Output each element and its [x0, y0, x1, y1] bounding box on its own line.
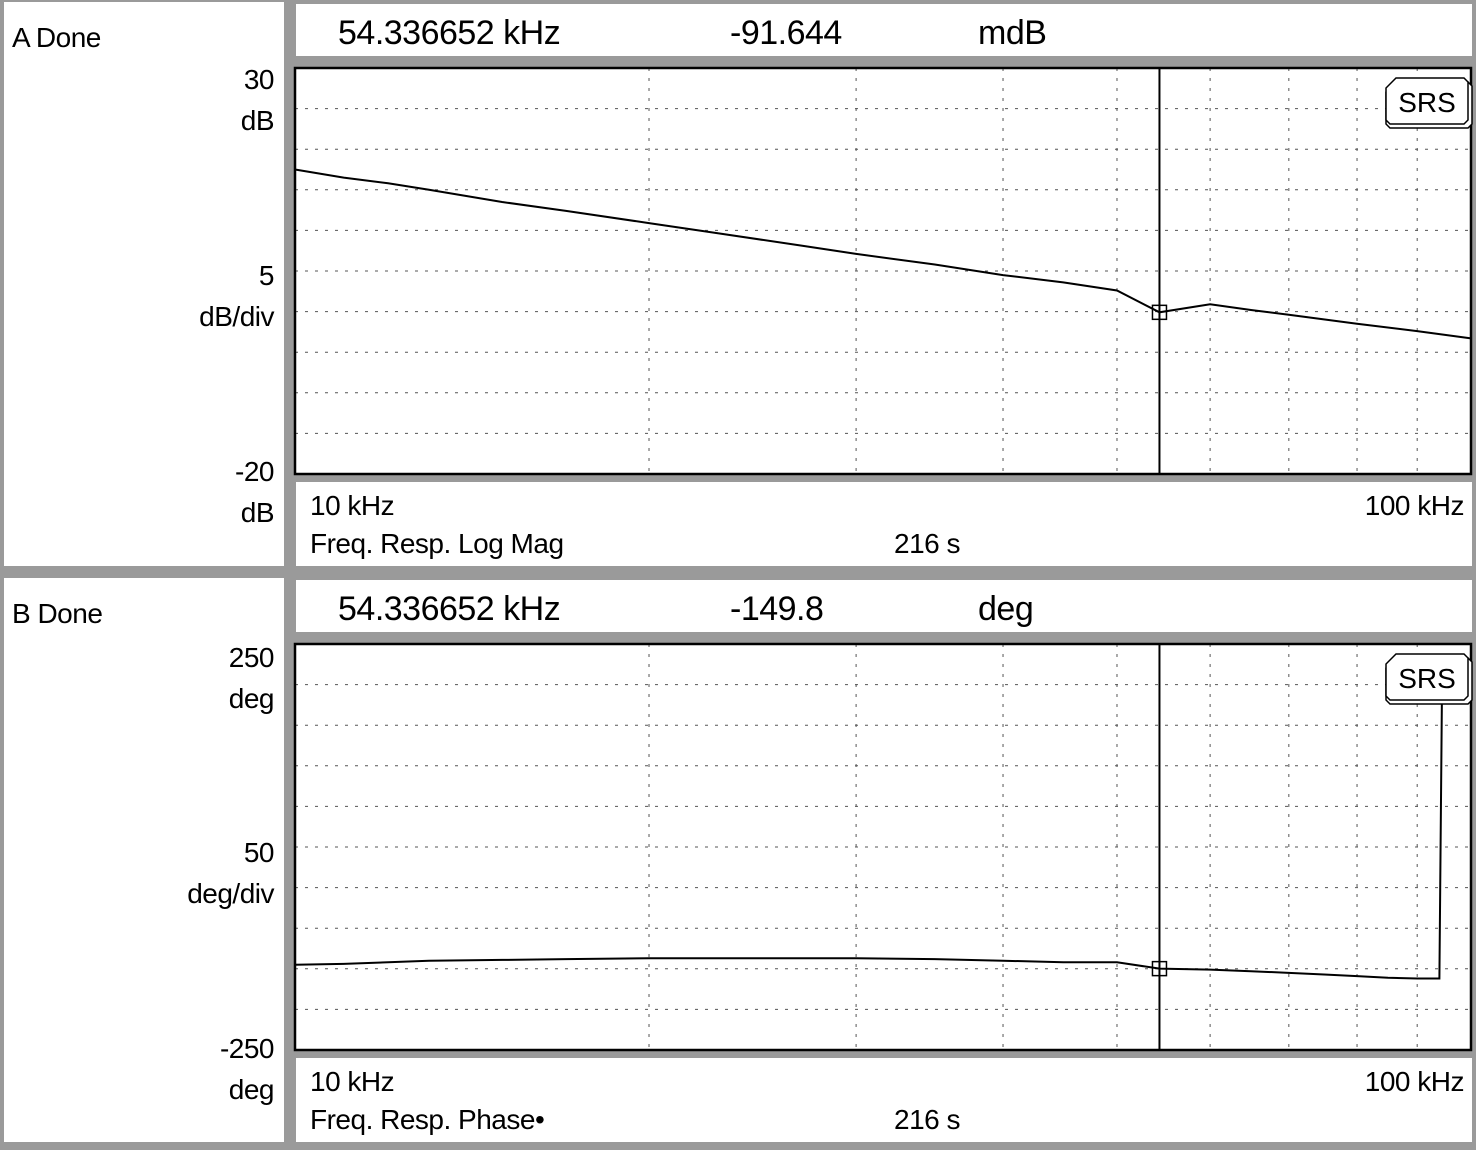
pane-a-marker-frequency: 54.336652 kHz [338, 14, 561, 52]
pane-b: B Done 250 deg 50 deg/div -250 deg 54.33… [0, 576, 1476, 1150]
pane-a-bottom-bar: 10 kHz 100 kHz Freq. Resp. Log Mag 216 s [296, 482, 1472, 566]
srs-logo-text: SRS [1398, 87, 1456, 118]
pane-b-plot[interactable]: SRS [290, 638, 1476, 1056]
pane-b-measurement: Freq. Resp. Phase• [310, 1104, 545, 1135]
marker-square [1151, 304, 1168, 321]
pane-b-y-mid-value: 50 [243, 837, 275, 868]
srs-logo: SRS [1385, 653, 1473, 705]
pane-a-readout-bar: 54.336652 kHz -91.644 mdB [296, 4, 1472, 56]
pane-a-marker-value: -91.644 [730, 14, 842, 52]
plot-frame [293, 642, 1473, 1052]
pane-b-marker-frequency: 54.336652 kHz [338, 590, 561, 628]
pane-b-y-top-unit: deg [228, 683, 275, 714]
pane-a-label-panel: A Done 30 dB 5 dB/div -20 dB [4, 2, 284, 566]
pane-b-y-bottom-value: -250 [219, 1033, 275, 1064]
pane-a-y-mid-unit: dB/div [199, 301, 274, 332]
pane-a-y-top-value: 30 [243, 64, 275, 95]
pane-a-status: A Done [12, 22, 101, 53]
pane-a-plot[interactable]: SRS [290, 62, 1476, 480]
pane-a: A Done 30 dB 5 dB/div -20 dB 54.336652 k… [0, 0, 1476, 574]
pane-b-marker-value: -149.8 [730, 590, 824, 628]
pane-b-y-mid-unit: deg/div [187, 878, 274, 909]
pane-b-x-start: 10 kHz [310, 1066, 395, 1097]
pane-b-time: 216 s [894, 1104, 961, 1135]
pane-b-readout-bar: 54.336652 kHz -149.8 deg [296, 580, 1472, 632]
pane-a-y-bottom-value: -20 [235, 456, 274, 487]
pane-a-x-end: 100 kHz [1364, 490, 1465, 521]
pane-a-marker-unit: mdB [978, 14, 1047, 52]
pane-b-status: B Done [12, 598, 103, 629]
pane-a-measurement: Freq. Resp. Log Mag [310, 528, 564, 559]
pane-a-y-top-unit: dB [240, 105, 275, 136]
trace-line [294, 168, 1472, 340]
pane-b-bottom-bar: 10 kHz 100 kHz Freq. Resp. Phase• 216 s [296, 1058, 1472, 1142]
plot-background [295, 68, 1471, 474]
plot-background [295, 644, 1471, 1050]
pane-a-y-bottom-unit: dB [240, 497, 275, 528]
pane-a-time: 216 s [894, 528, 961, 559]
srs-logo: SRS [1385, 77, 1473, 129]
marker-square [1151, 960, 1168, 977]
pane-b-label-panel: B Done 250 deg 50 deg/div -250 deg [4, 578, 284, 1142]
pane-b-x-end: 100 kHz [1364, 1066, 1465, 1097]
srs-logo-text: SRS [1398, 663, 1456, 694]
plot-frame [293, 66, 1473, 476]
pane-a-x-start: 10 kHz [310, 490, 395, 521]
pane-b-y-bottom-unit: deg [228, 1074, 275, 1105]
trace-line [294, 675, 1471, 980]
pane-b-y-top-value: 250 [228, 642, 275, 673]
pane-b-marker-unit: deg [978, 590, 1034, 628]
pane-a-y-mid-value: 5 [258, 260, 275, 291]
